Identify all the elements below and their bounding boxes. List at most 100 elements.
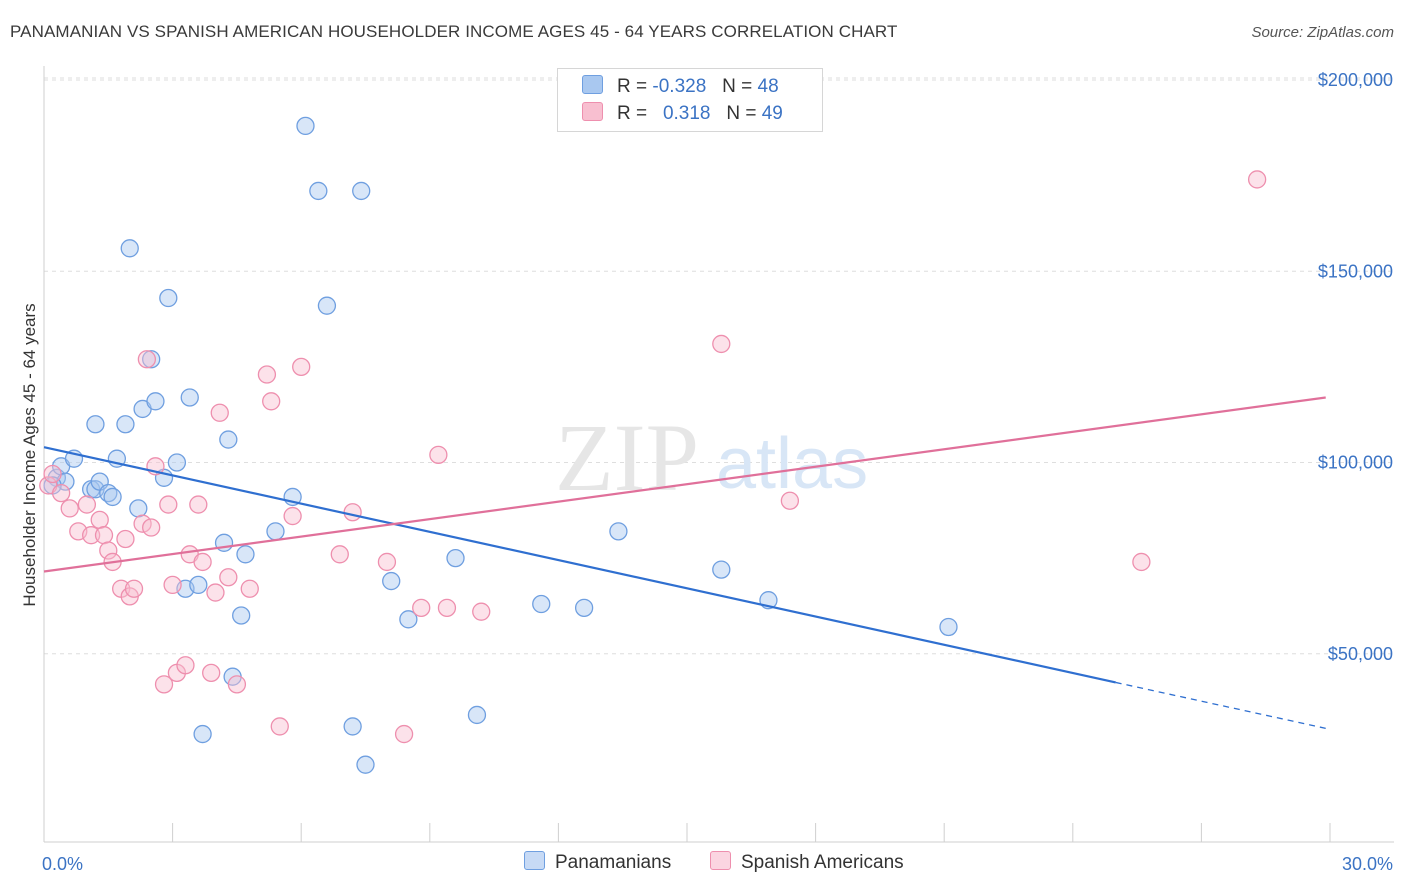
spanish-american-point <box>163 575 182 595</box>
spanish-american-point <box>394 724 414 744</box>
spanish-american-point <box>330 545 349 564</box>
r-label: R = <box>617 103 648 124</box>
spanish-american-point <box>262 392 281 411</box>
spanish-american-point <box>240 579 259 598</box>
legend-label-panamanians: Panamanians <box>555 852 672 873</box>
panamanian-point <box>236 545 255 564</box>
watermark-zip: ZIP <box>555 404 699 511</box>
panamanian-trend-line <box>43 446 1116 684</box>
tick-labels: $50,000 $100,000 $150,000 $200,000 0.0% 30.0% <box>42 70 1393 874</box>
panamanian-point <box>532 594 551 614</box>
y-axis-label: Householder Income Ages 45 - 64 years <box>20 303 39 606</box>
spanish-american-point <box>137 350 157 369</box>
r-value: 0.318 <box>662 103 711 124</box>
panamanians-swatch <box>582 75 603 94</box>
y-tick-label: $50,000 <box>1328 644 1393 664</box>
spanish-americans-legend-swatch <box>710 851 731 870</box>
spanish-americans-swatch <box>582 102 603 121</box>
panamanian-point <box>317 296 337 315</box>
y-tick-label: $100,000 <box>1318 453 1393 473</box>
stats-legend: R = -0.328 N = 48 R = 0.318 N = 49 <box>557 68 823 132</box>
spanish-american-point <box>257 365 277 384</box>
panamanian-point <box>167 453 187 472</box>
spanish-american-point <box>472 602 491 621</box>
n-value: 49 <box>761 103 783 124</box>
spanish-american-point <box>193 552 212 572</box>
legend-item-spanish-americans[interactable]: Spanish Americans <box>710 851 904 874</box>
spanish-american-point <box>94 526 114 545</box>
panamanian-point <box>574 598 594 617</box>
spanish-american-point <box>90 510 109 530</box>
spanish-american-point <box>99 541 118 560</box>
spanish-american-trend-line <box>43 396 1326 573</box>
panamanian-point <box>193 724 212 744</box>
panamanian-point <box>142 350 161 369</box>
panamanian-point <box>467 705 487 725</box>
panamanian-point <box>120 239 139 258</box>
panamanian-point <box>232 606 251 625</box>
panamanian-point <box>356 755 375 774</box>
y-tick-label: $150,000 <box>1318 261 1393 281</box>
axes <box>43 66 1394 843</box>
panamanian-point <box>446 548 465 568</box>
spanish-american-point <box>82 526 101 545</box>
spanish-american-point <box>133 514 152 533</box>
spanish-american-point <box>77 495 97 514</box>
r-value: -0.328 <box>652 76 707 97</box>
spanish-american-point <box>227 675 247 694</box>
spanish-american-point <box>202 663 221 683</box>
spanish-american-point <box>43 464 62 484</box>
spanish-american-point <box>206 583 225 602</box>
panamanian-point <box>309 181 328 201</box>
y-tick-label: $200,000 <box>1318 70 1393 90</box>
panamanian-point <box>939 617 958 637</box>
spanish-american-point <box>142 518 161 537</box>
panamanian-point <box>266 522 285 541</box>
spanish-american-point <box>210 403 229 422</box>
spanish-american-point <box>116 529 135 549</box>
stats-row-spanish-americans: R = 0.318 N = 49 <box>582 102 783 126</box>
legend-item-panamanians[interactable]: Panamanians <box>524 851 671 874</box>
spanish-american-point <box>292 357 311 377</box>
spanish-american-point <box>219 568 238 587</box>
panamanians-legend-swatch <box>524 851 545 870</box>
n-label: N = <box>726 103 757 124</box>
panamanian-point <box>86 415 105 434</box>
panamanian-trend-extension <box>1115 681 1326 729</box>
panamanian-point <box>609 522 628 541</box>
spanish-american-point <box>1247 170 1267 189</box>
panamanian-point <box>116 415 135 434</box>
spanish-american-point <box>429 445 448 465</box>
x-tick-label: 30.0% <box>1342 854 1393 874</box>
r-label: R = <box>617 76 648 97</box>
legend-label-spanish-americans: Spanish Americans <box>741 852 904 873</box>
spanish-american-point <box>377 552 397 572</box>
spanish-american-point <box>189 495 208 514</box>
stats-row-panamanians: R = -0.328 N = 48 <box>582 75 779 99</box>
spanish-american-point <box>270 717 289 736</box>
panamanian-point <box>103 487 122 507</box>
panamanian-point <box>180 388 199 407</box>
spanish-american-point <box>780 491 800 510</box>
panamanian-point <box>352 181 371 201</box>
data-points <box>39 116 1267 774</box>
panamanian-point <box>189 575 208 595</box>
spanish-american-point <box>124 579 144 598</box>
spanish-american-point <box>343 503 362 522</box>
spanish-american-point <box>712 334 731 354</box>
spanish-american-point <box>60 499 79 518</box>
panamanian-point <box>129 499 148 518</box>
panamanian-point <box>399 610 418 629</box>
panamanian-point <box>159 288 178 308</box>
spanish-american-point <box>51 483 71 503</box>
panamanian-point <box>382 571 401 591</box>
panamanian-point <box>712 560 731 579</box>
chart-title: PANAMANIAN VS SPANISH AMERICAN HOUSEHOLD… <box>10 22 898 41</box>
panamanian-point <box>219 430 238 449</box>
trend-lines <box>43 396 1326 729</box>
spanish-american-point <box>1132 552 1151 572</box>
panamanian-point <box>343 717 362 736</box>
n-value: 48 <box>757 76 779 97</box>
n-label: N = <box>722 76 753 97</box>
